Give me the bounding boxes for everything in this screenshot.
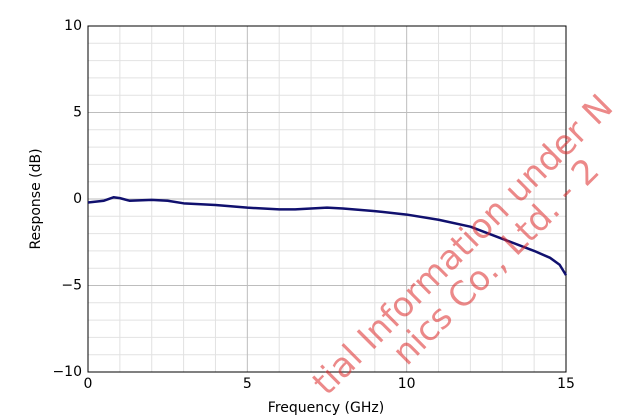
y-tick-label: 5 — [73, 105, 82, 121]
x-tick-label: 5 — [243, 376, 252, 392]
watermark: tial Information under N — [305, 87, 620, 403]
y-tick-label: −5 — [61, 278, 82, 294]
data-line — [87, 196, 568, 276]
plot-frame — [87, 25, 567, 373]
x-axis-label: Frequency (GHz) — [268, 400, 384, 416]
y-tick-label: −10 — [52, 364, 82, 380]
y-tick-label: 10 — [64, 18, 82, 34]
y-axis-label: Response (dB) — [28, 148, 44, 249]
x-tick-label: 15 — [557, 376, 575, 392]
x-tick-label: 0 — [84, 376, 93, 392]
y-tick-label: 0 — [73, 191, 82, 207]
x-tick-label: 10 — [398, 376, 416, 392]
